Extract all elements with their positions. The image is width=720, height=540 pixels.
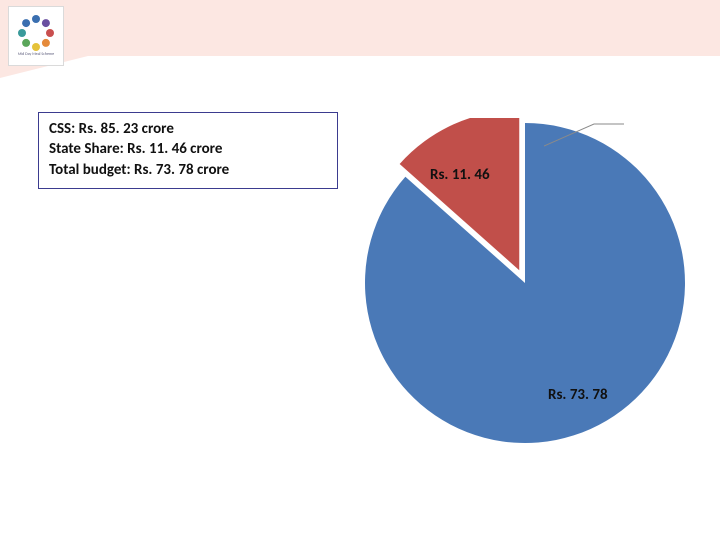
logo-ring-icon [18, 15, 54, 51]
top-banner [0, 0, 720, 56]
pie-svg [360, 118, 690, 448]
budget-info-box: CSS: Rs. 85. 23 crore State Share: Rs. 1… [38, 112, 338, 189]
slice-label-total-budget: Rs. 73. 78 [548, 386, 608, 404]
logo: Mid Day Meal Scheme [8, 6, 64, 66]
info-state-share: State Share: Rs. 11. 46 crore [49, 139, 327, 159]
info-total-budget: Total budget: Rs. 73. 78 crore [49, 160, 327, 180]
logo-caption: Mid Day Meal Scheme [18, 53, 54, 57]
slice-label-state-share: Rs. 11. 46 [430, 166, 490, 184]
info-css: CSS: Rs. 85. 23 crore [49, 119, 327, 139]
pie-chart [360, 118, 690, 448]
